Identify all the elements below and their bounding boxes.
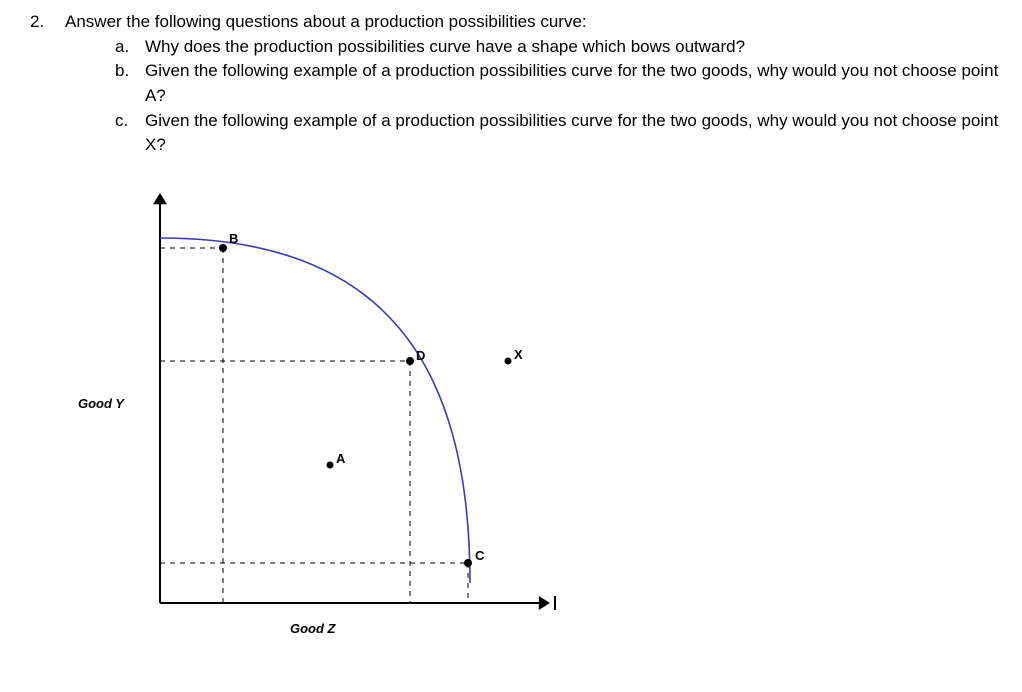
subpart-letter: b. (115, 59, 145, 108)
page: 2. Answer the following questions about … (0, 0, 1022, 660)
question-prompt: Answer the following questions about a p… (65, 10, 1002, 35)
svg-text:A: A (336, 451, 346, 466)
subpart-c: c. Given the following example of a prod… (115, 109, 1002, 158)
svg-text:Good Y: Good Y (78, 396, 125, 411)
subpart-list: a. Why does the production possibilities… (65, 35, 1002, 158)
subpart-text: Given the following example of a product… (145, 59, 1002, 108)
subpart-letter: c. (115, 109, 145, 158)
question-row: 2. Answer the following questions about … (30, 10, 1002, 158)
svg-text:D: D (416, 348, 425, 363)
svg-text:B: B (229, 231, 238, 246)
svg-text:Good Z: Good Z (290, 621, 337, 636)
ppc-svg: B D X A C Good Y Good Z (60, 183, 580, 643)
question-number: 2. (30, 10, 65, 158)
subpart-a: a. Why does the production possibilities… (115, 35, 1002, 60)
svg-text:C: C (475, 548, 485, 563)
svg-text:X: X (514, 347, 523, 362)
subpart-letter: a. (115, 35, 145, 60)
subpart-text: Given the following example of a product… (145, 109, 1002, 158)
subpart-text: Why does the production possibilities cu… (145, 35, 1002, 60)
question-body: Answer the following questions about a p… (65, 10, 1002, 158)
ppc-chart: B D X A C Good Y Good Z (60, 183, 1002, 651)
subpart-b: b. Given the following example of a prod… (115, 59, 1002, 108)
